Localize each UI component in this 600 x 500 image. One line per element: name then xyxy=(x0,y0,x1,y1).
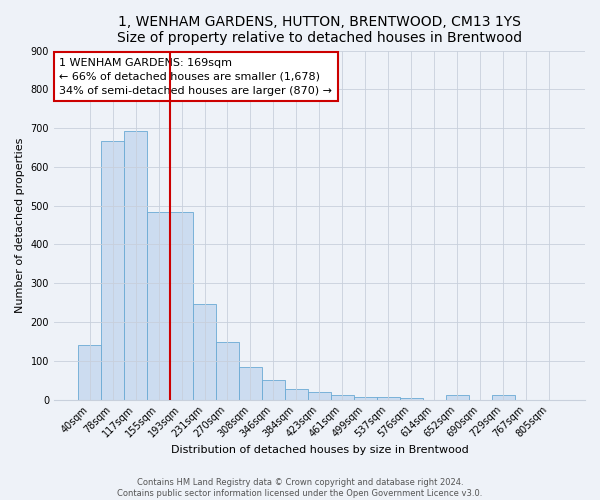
Bar xyxy=(101,141,124,400)
Bar xyxy=(377,397,400,400)
Bar xyxy=(170,212,193,400)
Bar xyxy=(492,395,515,400)
Title: 1, WENHAM GARDENS, HUTTON, BRENTWOOD, CM13 1YS
Size of property relative to deta: 1, WENHAM GARDENS, HUTTON, BRENTWOOD, CM… xyxy=(117,15,522,45)
Bar xyxy=(78,346,101,400)
Bar xyxy=(124,131,147,400)
Bar xyxy=(193,304,216,400)
Text: Contains HM Land Registry data © Crown copyright and database right 2024.
Contai: Contains HM Land Registry data © Crown c… xyxy=(118,478,482,498)
Bar xyxy=(239,368,262,400)
Text: 1 WENHAM GARDENS: 169sqm
← 66% of detached houses are smaller (1,678)
34% of sem: 1 WENHAM GARDENS: 169sqm ← 66% of detach… xyxy=(59,58,332,96)
Bar xyxy=(262,380,285,400)
Bar xyxy=(400,398,423,400)
Bar xyxy=(216,342,239,400)
Bar xyxy=(285,389,308,400)
X-axis label: Distribution of detached houses by size in Brentwood: Distribution of detached houses by size … xyxy=(170,445,469,455)
Bar xyxy=(147,212,170,400)
Y-axis label: Number of detached properties: Number of detached properties xyxy=(15,138,25,313)
Bar xyxy=(354,397,377,400)
Bar xyxy=(446,395,469,400)
Bar xyxy=(331,396,354,400)
Bar xyxy=(308,392,331,400)
